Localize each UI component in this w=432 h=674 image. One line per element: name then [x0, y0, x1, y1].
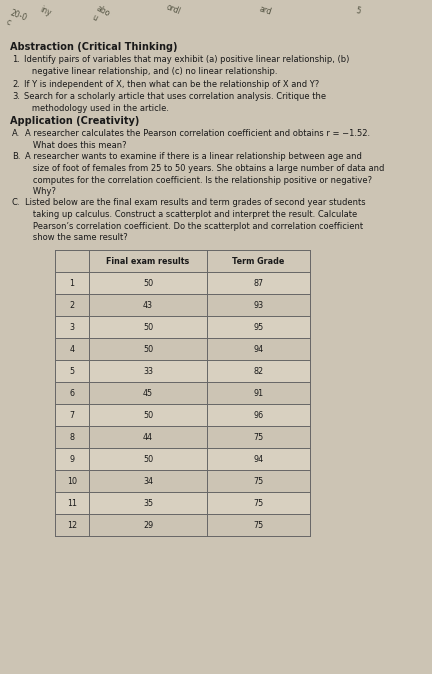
- Bar: [55, 382, 310, 404]
- Bar: [55, 470, 310, 492]
- Text: 11: 11: [67, 499, 77, 508]
- Text: B.: B.: [12, 152, 20, 161]
- Text: 50: 50: [143, 324, 153, 332]
- Text: 75: 75: [254, 477, 264, 487]
- Text: C.: C.: [12, 198, 20, 207]
- Text: ordl: ordl: [165, 3, 182, 17]
- Text: 75: 75: [254, 522, 264, 530]
- Text: 94: 94: [254, 456, 264, 464]
- Text: 43: 43: [143, 301, 153, 311]
- Text: 5: 5: [355, 6, 361, 16]
- Text: 33: 33: [143, 367, 153, 377]
- Text: If Y is independent of X, then what can be the relationship of X and Y?: If Y is independent of X, then what can …: [24, 80, 319, 89]
- Text: 12: 12: [67, 522, 77, 530]
- Text: abo
u: abo u: [90, 4, 112, 28]
- Text: 5: 5: [70, 367, 75, 377]
- Bar: [55, 514, 310, 536]
- Text: 45: 45: [143, 390, 153, 398]
- Text: 50: 50: [143, 456, 153, 464]
- Text: 8: 8: [70, 433, 74, 443]
- Text: 20-0
c: 20-0 c: [5, 8, 28, 32]
- Bar: [55, 448, 310, 470]
- Text: 96: 96: [254, 412, 264, 421]
- Text: 75: 75: [254, 433, 264, 443]
- Text: ard: ard: [258, 4, 273, 16]
- Text: 87: 87: [254, 280, 264, 288]
- Text: Final exam results: Final exam results: [106, 257, 190, 266]
- Text: 10: 10: [67, 477, 77, 487]
- Bar: [55, 492, 310, 514]
- Text: 93: 93: [254, 301, 264, 311]
- Text: 1.: 1.: [12, 55, 20, 64]
- Text: 34: 34: [143, 477, 153, 487]
- Text: 50: 50: [143, 280, 153, 288]
- Text: 3: 3: [70, 324, 74, 332]
- Bar: [55, 316, 310, 338]
- Text: 2: 2: [70, 301, 75, 311]
- Bar: [55, 404, 310, 426]
- Bar: [55, 250, 310, 272]
- Bar: [55, 360, 310, 382]
- Text: 44: 44: [143, 433, 153, 443]
- Text: 9: 9: [70, 456, 75, 464]
- Text: 7: 7: [70, 412, 75, 421]
- Text: A researcher wants to examine if there is a linear relationship between age and
: A researcher wants to examine if there i…: [25, 152, 384, 196]
- Text: 6: 6: [70, 390, 74, 398]
- Bar: [55, 426, 310, 448]
- Text: 75: 75: [254, 499, 264, 508]
- Text: Term Grade: Term Grade: [232, 257, 285, 266]
- Text: 50: 50: [143, 412, 153, 421]
- Text: 94: 94: [254, 346, 264, 355]
- Text: 2.: 2.: [12, 80, 20, 89]
- Text: 82: 82: [254, 367, 264, 377]
- Text: 95: 95: [254, 324, 264, 332]
- Text: 35: 35: [143, 499, 153, 508]
- Text: A.: A.: [12, 129, 20, 138]
- Text: Listed below are the final exam results and term grades of second year students
: Listed below are the final exam results …: [25, 198, 365, 243]
- Bar: [55, 294, 310, 316]
- Text: 1: 1: [70, 280, 74, 288]
- Text: 3.: 3.: [12, 92, 20, 101]
- Text: Identify pairs of variables that may exhibit (a) positive linear relationship, (: Identify pairs of variables that may exh…: [24, 55, 349, 75]
- Text: iny: iny: [38, 5, 52, 18]
- Text: 50: 50: [143, 346, 153, 355]
- Text: 91: 91: [254, 390, 264, 398]
- Text: Abstraction (Critical Thinking): Abstraction (Critical Thinking): [10, 42, 178, 52]
- Text: Application (Creativity): Application (Creativity): [10, 116, 140, 126]
- Bar: [55, 272, 310, 294]
- Text: Search for a scholarly article that uses correlation analysis. Critique the
   m: Search for a scholarly article that uses…: [24, 92, 326, 113]
- Text: 29: 29: [143, 522, 153, 530]
- Text: A researcher calculates the Pearson correlation coefficient and obtains r = −1.5: A researcher calculates the Pearson corr…: [25, 129, 370, 150]
- Bar: [55, 338, 310, 360]
- Text: 4: 4: [70, 346, 74, 355]
